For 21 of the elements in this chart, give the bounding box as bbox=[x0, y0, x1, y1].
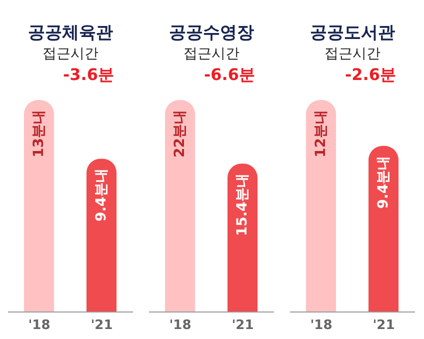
chart-title: 공공체육관 bbox=[27, 22, 114, 44]
text: -3.6분 bbox=[62, 64, 115, 86]
data-label: 12분내 bbox=[313, 110, 329, 158]
chart-subtitle: 접근시간 bbox=[182, 45, 240, 64]
chart-title: 공공도서관 bbox=[309, 22, 396, 44]
x-tick-label: '21 bbox=[90, 318, 113, 334]
data-label: 9.4분내 bbox=[376, 156, 392, 209]
x-tick-label: '18 bbox=[310, 318, 332, 334]
x-tick-label: '18 bbox=[169, 318, 192, 334]
chart-title: 공공수영장 bbox=[168, 22, 255, 44]
x-tick-label: '18 bbox=[28, 318, 50, 334]
data-label: 15.4분내 bbox=[234, 174, 250, 236]
text: -2.6분 bbox=[344, 64, 397, 86]
chart-subtitle: 접근시간 bbox=[324, 45, 382, 64]
chart-subtitle: 접근시간 bbox=[42, 45, 100, 64]
x-tick-label: '21 bbox=[372, 318, 395, 334]
text: -6.6분 bbox=[203, 64, 256, 86]
data-label: 13분내 bbox=[31, 110, 47, 158]
x-tick-label: '21 bbox=[232, 318, 254, 334]
data-label: 9.4분내 bbox=[94, 168, 110, 222]
data-label: 22분내 bbox=[172, 110, 188, 158]
